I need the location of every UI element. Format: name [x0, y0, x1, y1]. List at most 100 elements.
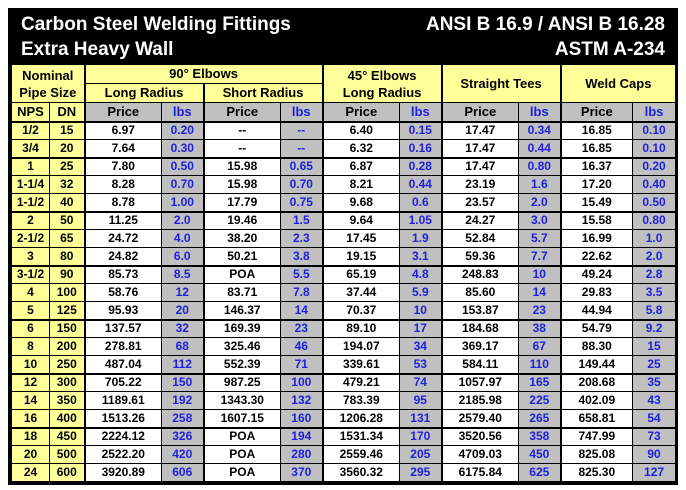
- price-sheet: Carbon Steel Welding Fittings ANSI B 16.…: [8, 8, 678, 485]
- price-cell: 70.37: [321, 301, 401, 321]
- price-cell: POA: [202, 445, 282, 464]
- lbs-cell: 1.5: [280, 211, 324, 230]
- header-price-90lr: Price: [83, 102, 163, 123]
- lbs-cell: 420: [161, 445, 205, 464]
- lbs-cell: 5.5: [280, 265, 324, 284]
- title-bar: Carbon Steel Welding Fittings ANSI B 16.…: [11, 11, 675, 64]
- table-row: 12 300 705.22 150 987.25 100 479.21 74 1057.97 16…: [11, 373, 677, 392]
- price-cell: 4709.03: [440, 445, 520, 464]
- price-cell: 169.39: [202, 319, 282, 338]
- nps-cell: 3-1/2: [11, 265, 50, 284]
- price-cell: 402.09: [559, 391, 634, 410]
- price-cell: 15.98: [202, 175, 282, 194]
- dn-cell: 450: [48, 427, 86, 446]
- nps-cell: 3/4: [11, 139, 50, 159]
- header-dn: DN: [48, 102, 86, 123]
- price-cell: 3560.32: [321, 463, 401, 482]
- table-row: 3 80 24.82 6.0 50.21 3.8 19.15 3.1 59.36 7.7 22.62…: [11, 247, 677, 267]
- dn-cell: 500: [48, 445, 86, 464]
- lbs-cell: 0.75: [280, 193, 324, 213]
- price-cell: 3920.89: [83, 463, 163, 482]
- lbs-cell: 1.6: [518, 175, 562, 194]
- lbs-cell: --: [280, 139, 324, 159]
- lbs-cell: 2.0: [632, 247, 677, 267]
- price-cell: POA: [202, 463, 282, 482]
- lbs-cell: 0.30: [161, 139, 205, 159]
- price-cell: 705.22: [83, 373, 163, 392]
- dn-cell: 65: [48, 229, 86, 248]
- lbs-cell: 326: [161, 427, 205, 446]
- price-cell: 2522.20: [83, 445, 163, 464]
- price-cell: 825.30: [559, 463, 634, 482]
- lbs-cell: 35: [632, 373, 677, 392]
- lbs-cell: 1.9: [399, 229, 443, 248]
- lbs-cell: 5.8: [632, 301, 677, 321]
- price-cell: 9.64: [321, 211, 401, 230]
- header-nominal-line2: Pipe Size: [19, 84, 77, 100]
- lbs-cell: 127: [632, 463, 677, 482]
- table-row: 2-1/2 65 24.72 4.0 38.20 2.3 17.45 1.9 52.84 5.7 1…: [11, 229, 677, 248]
- price-cell: 23.19: [440, 175, 520, 194]
- lbs-cell: 205: [399, 445, 443, 464]
- lbs-cell: 15: [632, 337, 677, 356]
- price-cell: 8.28: [83, 175, 163, 194]
- dn-cell: 40: [48, 193, 86, 213]
- price-cell: 7.64: [83, 139, 163, 159]
- lbs-cell: 46: [280, 337, 324, 356]
- price-cell: 6.32: [321, 139, 401, 159]
- lbs-cell: 2.3: [280, 229, 324, 248]
- price-cell: 987.25: [202, 373, 282, 392]
- price-cell: 825.08: [559, 445, 634, 464]
- table-row: 4 100 58.76 12 83.71 7.8 37.44 5.9 85.60 14 29.83 3…: [11, 283, 677, 302]
- price-cell: 37.44: [321, 283, 401, 302]
- lbs-cell: 0.20: [632, 157, 677, 176]
- lbs-cell: 358: [518, 427, 562, 446]
- header-lbs-90sr: lbs: [280, 102, 324, 123]
- fittings-price-table: Nominal Pipe Size 90° Elbows 45° Elbows …: [10, 64, 677, 482]
- price-cell: 149.44: [559, 355, 634, 375]
- nps-cell: 20: [11, 445, 50, 464]
- price-cell: 15.98: [202, 157, 282, 176]
- price-cell: 3520.56: [440, 427, 520, 446]
- price-cell: 22.62: [559, 247, 634, 267]
- fittings-table-body: 1/2 15 6.97 0.20 -- -- 6.40 0.15 17.47 0.34 16.85 0…: [11, 121, 677, 482]
- lbs-cell: 370: [280, 463, 324, 482]
- price-cell: 17.47: [440, 121, 520, 140]
- price-cell: 1189.61: [83, 391, 163, 410]
- dn-cell: 200: [48, 337, 86, 356]
- lbs-cell: 625: [518, 463, 562, 482]
- lbs-cell: 265: [518, 409, 562, 429]
- nps-cell: 14: [11, 391, 50, 410]
- nps-cell: 2: [11, 211, 50, 230]
- table-row: 3/4 20 7.64 0.30 -- -- 6.32 0.16 17.47 0.44 16.85 0…: [11, 139, 677, 159]
- table-row: 24 600 3920.89 606 POA 370 3560.32 295 6175.84 62…: [11, 463, 677, 482]
- price-cell: 15.58: [559, 211, 634, 230]
- price-cell: 208.68: [559, 373, 634, 392]
- nps-cell: 24: [11, 463, 50, 482]
- lbs-cell: 71: [280, 355, 324, 375]
- lbs-cell: 20: [161, 301, 205, 321]
- lbs-cell: 67: [518, 337, 562, 356]
- dn-cell: 32: [48, 175, 86, 194]
- dn-cell: 80: [48, 247, 86, 267]
- lbs-cell: 450: [518, 445, 562, 464]
- price-cell: 2224.12: [83, 427, 163, 446]
- lbs-cell: 1.00: [161, 193, 205, 213]
- price-cell: 2185.98: [440, 391, 520, 410]
- table-row: 2 50 11.25 2.0 19.46 1.5 9.64 1.05 24.27 3.0 15.58…: [11, 211, 677, 230]
- lbs-cell: 43: [632, 391, 677, 410]
- lbs-cell: 1.0: [632, 229, 677, 248]
- lbs-cell: 100: [280, 373, 324, 392]
- price-cell: 1206.28: [321, 409, 401, 429]
- lbs-cell: 0.34: [518, 121, 562, 140]
- dn-cell: 400: [48, 409, 86, 429]
- price-cell: 44.94: [559, 301, 634, 321]
- lbs-cell: 0.44: [399, 175, 443, 194]
- lbs-cell: 110: [518, 355, 562, 375]
- lbs-cell: 25: [632, 355, 677, 375]
- lbs-cell: 150: [161, 373, 205, 392]
- price-cell: --: [202, 121, 282, 140]
- table-row: 8 200 278.81 68 325.46 46 194.07 34 369.17 67 88.3…: [11, 337, 677, 356]
- lbs-cell: 74: [399, 373, 443, 392]
- lbs-cell: 0.40: [632, 175, 677, 194]
